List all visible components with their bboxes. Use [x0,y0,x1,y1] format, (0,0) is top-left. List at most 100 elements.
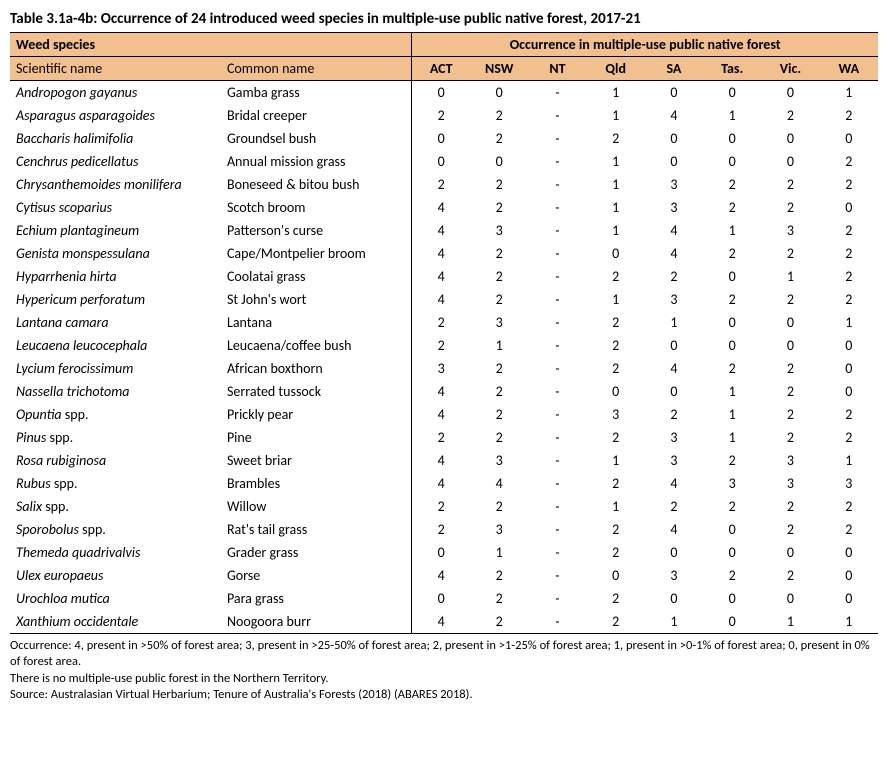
cell-value: 0 [645,587,703,610]
cell-common: Annual mission grass [221,150,412,173]
cell-common: Para grass [221,587,412,610]
table-row: Xanthium occidentaleNoogoora burr42-2101… [10,610,878,634]
cell-value: 0 [703,610,761,634]
cell-value: 4 [412,242,470,265]
cell-value: 4 [645,518,703,541]
cell-value: 1 [587,104,645,127]
cell-value: 4 [412,564,470,587]
cell-value: 0 [645,81,703,105]
header-state-vic: Vic. [761,57,819,81]
cell-scientific: Sporobolus spp. [10,518,221,541]
table-row: Cenchrus pedicellatusAnnual mission gras… [10,150,878,173]
cell-value: 2 [587,357,645,380]
cell-value: 2 [470,610,528,634]
cell-value: 2 [820,426,878,449]
cell-value: - [528,610,586,634]
cell-value: 1 [587,150,645,173]
cell-value: 4 [412,219,470,242]
cell-value: 0 [587,564,645,587]
table-row: Sporobolus spp.Rat's tail grass23-24022 [10,518,878,541]
cell-scientific: Hyparrhenia hirta [10,265,221,288]
cell-value: 0 [820,357,878,380]
cell-value: 1 [587,288,645,311]
cell-common: Leucaena/coffee bush [221,334,412,357]
cell-scientific: Rubus spp. [10,472,221,495]
cell-value: - [528,403,586,426]
cell-value: 3 [470,311,528,334]
cell-value: 4 [412,380,470,403]
cell-value: 0 [703,334,761,357]
cell-value: 2 [470,357,528,380]
cell-scientific: Chrysanthemoides monilifera [10,173,221,196]
cell-value: 2 [761,357,819,380]
cell-value: 0 [645,334,703,357]
cell-value: 2 [645,495,703,518]
table-row: Themeda quadrivalvisGrader grass01-20000 [10,541,878,564]
cell-value: 4 [412,472,470,495]
cell-scientific: Andropogon gayanus [10,81,221,105]
cell-value: 2 [820,219,878,242]
cell-value: 2 [820,288,878,311]
cell-value: 1 [703,403,761,426]
header-state-tas: Tas. [703,57,761,81]
header-scientific: Scientific name [10,57,221,81]
cell-value: 1 [703,426,761,449]
cell-common: Pine [221,426,412,449]
table-row: Leucaena leucocephalaLeucaena/coffee bus… [10,334,878,357]
cell-value: - [528,380,586,403]
cell-value: - [528,426,586,449]
cell-value: - [528,150,586,173]
cell-value: - [528,357,586,380]
cell-common: Rat's tail grass [221,518,412,541]
cell-value: 2 [761,288,819,311]
cell-value: 2 [761,426,819,449]
cell-value: 2 [761,173,819,196]
cell-value: 0 [820,380,878,403]
cell-value: 2 [703,495,761,518]
cell-scientific: Rosa rubiginosa [10,449,221,472]
cell-value: - [528,311,586,334]
cell-value: 0 [412,81,470,105]
cell-value: - [528,518,586,541]
cell-value: 1 [820,449,878,472]
cell-value: 1 [761,610,819,634]
cell-value: 3 [761,449,819,472]
cell-value: 2 [761,403,819,426]
cell-common: African boxthorn [221,357,412,380]
cell-value: 2 [761,495,819,518]
cell-value: - [528,587,586,610]
cell-value: 4 [470,472,528,495]
cell-value: 0 [761,334,819,357]
cell-value: 3 [645,426,703,449]
cell-value: 0 [820,564,878,587]
table-row: Hyparrhenia hirtaCoolatai grass42-22012 [10,265,878,288]
cell-value: 2 [587,334,645,357]
cell-value: 0 [761,127,819,150]
cell-value: 1 [645,311,703,334]
header-group-species: Weed species [10,33,412,57]
cell-value: 0 [645,380,703,403]
cell-value: 1 [587,81,645,105]
table-row: Baccharis halimifoliaGroundsel bush02-20… [10,127,878,150]
cell-value: 1 [587,495,645,518]
cell-value: - [528,242,586,265]
table-row: Lycium ferocissimumAfrican boxthorn32-24… [10,357,878,380]
cell-value: - [528,104,586,127]
cell-value: 3 [645,196,703,219]
cell-value: 4 [412,449,470,472]
cell-value: 2 [470,495,528,518]
cell-value: 2 [587,587,645,610]
cell-scientific: Opuntia spp. [10,403,221,426]
cell-common: Serrated tussock [221,380,412,403]
table-row: Salix spp.Willow22-12222 [10,495,878,518]
cell-value: 2 [761,518,819,541]
cell-value: 3 [703,472,761,495]
cell-scientific: Cenchrus pedicellatus [10,150,221,173]
cell-value: 2 [820,104,878,127]
cell-value: 2 [412,311,470,334]
cell-value: 1 [820,610,878,634]
table-row: Opuntia spp.Prickly pear42-32122 [10,403,878,426]
cell-value: 2 [470,196,528,219]
cell-scientific: Baccharis halimifolia [10,127,221,150]
cell-value: 4 [645,242,703,265]
